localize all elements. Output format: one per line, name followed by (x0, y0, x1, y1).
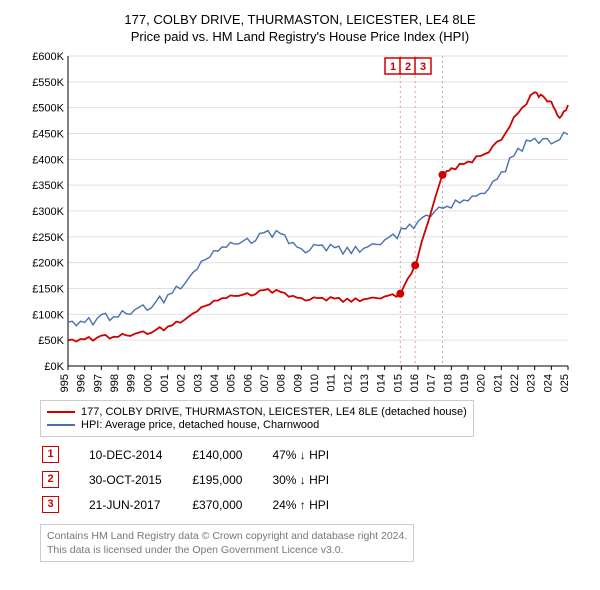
legend-row-1: HPI: Average price, detached house, Char… (47, 419, 467, 431)
chart-container: 177, COLBY DRIVE, THURMASTON, LEICESTER,… (10, 12, 590, 562)
legend-label-0: 177, COLBY DRIVE, THURMASTON, LEICESTER,… (81, 406, 467, 418)
svg-text:£50K: £50K (38, 335, 64, 347)
legend-swatch-1 (47, 424, 75, 426)
svg-text:2014: 2014 (376, 374, 388, 392)
svg-text:2021: 2021 (492, 374, 504, 392)
svg-text:£350K: £350K (32, 180, 64, 192)
legend-row-0: 177, COLBY DRIVE, THURMASTON, LEICESTER,… (47, 406, 467, 418)
svg-text:2: 2 (405, 61, 411, 73)
chart-subtitle: Price paid vs. HM Land Registry's House … (10, 29, 590, 44)
marker-price-3: £370,000 (192, 493, 270, 516)
svg-text:£100K: £100K (32, 309, 64, 321)
svg-text:2007: 2007 (259, 374, 271, 392)
svg-text:2010: 2010 (309, 374, 321, 392)
svg-text:£0K: £0K (44, 361, 64, 373)
marker-table: 1 10-DEC-2014 £140,000 47% ↓ HPI 2 30-OC… (40, 441, 359, 518)
svg-text:£400K: £400K (32, 154, 64, 166)
marker-badge-2: 2 (42, 471, 59, 488)
svg-text:2024: 2024 (542, 374, 554, 392)
attribution-box: Contains HM Land Registry data © Crown c… (40, 524, 414, 562)
attribution-line2: This data is licensed under the Open Gov… (47, 543, 407, 557)
svg-text:2015: 2015 (392, 374, 404, 392)
svg-text:2004: 2004 (209, 374, 221, 392)
svg-text:2013: 2013 (359, 374, 371, 392)
table-row: 3 21-JUN-2017 £370,000 24% ↑ HPI (42, 493, 357, 516)
marker-delta-1: 47% ↓ HPI (272, 443, 357, 466)
svg-text:1: 1 (390, 61, 396, 73)
marker-badge-3: 3 (42, 496, 59, 513)
svg-text:2025: 2025 (559, 374, 571, 392)
svg-text:2011: 2011 (326, 374, 338, 392)
chart-title: 177, COLBY DRIVE, THURMASTON, LEICESTER,… (10, 12, 590, 27)
marker-date-3: 21-JUN-2017 (89, 493, 190, 516)
svg-text:2003: 2003 (192, 374, 204, 392)
svg-text:£450K: £450K (32, 129, 64, 141)
marker-date-1: 10-DEC-2014 (89, 443, 190, 466)
svg-text:2009: 2009 (292, 374, 304, 392)
marker-date-2: 30-OCT-2015 (89, 468, 190, 491)
svg-text:1997: 1997 (92, 374, 104, 392)
svg-text:2020: 2020 (476, 374, 488, 392)
svg-text:£300K: £300K (32, 206, 64, 218)
svg-text:2019: 2019 (459, 374, 471, 392)
svg-text:2002: 2002 (176, 374, 188, 392)
svg-text:£500K: £500K (32, 103, 64, 115)
svg-text:£150K: £150K (32, 284, 64, 296)
svg-text:£250K: £250K (32, 232, 64, 244)
svg-text:£550K: £550K (32, 77, 64, 89)
legend-box: 177, COLBY DRIVE, THURMASTON, LEICESTER,… (40, 400, 474, 437)
svg-text:2012: 2012 (342, 374, 354, 392)
marker-delta-2: 30% ↓ HPI (272, 468, 357, 491)
attribution-line1: Contains HM Land Registry data © Crown c… (47, 529, 407, 543)
chart-plot-area: £0K £50K £100K £150K £200K £250K £300K £350K £40… (20, 52, 580, 392)
svg-text:2016: 2016 (409, 374, 421, 392)
marker-badge-1: 1 (42, 446, 59, 463)
svg-text:£200K: £200K (32, 258, 64, 270)
table-row: 1 10-DEC-2014 £140,000 47% ↓ HPI (42, 443, 357, 466)
svg-text:1999: 1999 (126, 374, 138, 392)
marker-price-1: £140,000 (192, 443, 270, 466)
svg-text:2023: 2023 (526, 374, 538, 392)
svg-text:2008: 2008 (276, 374, 288, 392)
svg-text:£600K: £600K (32, 52, 64, 63)
marker-delta-3: 24% ↑ HPI (272, 493, 357, 516)
marker-price-2: £195,000 (192, 468, 270, 491)
svg-text:2005: 2005 (226, 374, 238, 392)
svg-text:2018: 2018 (442, 374, 454, 392)
svg-text:2001: 2001 (159, 374, 171, 392)
legend-label-1: HPI: Average price, detached house, Char… (81, 419, 319, 431)
svg-text:2006: 2006 (242, 374, 254, 392)
legend-swatch-0 (47, 411, 75, 413)
svg-text:3: 3 (420, 61, 426, 73)
svg-text:1995: 1995 (59, 374, 71, 392)
chart-svg: £0K £50K £100K £150K £200K £250K £300K £350K £40… (20, 52, 580, 392)
table-row: 2 30-OCT-2015 £195,000 30% ↓ HPI (42, 468, 357, 491)
svg-text:1998: 1998 (109, 374, 121, 392)
svg-text:2017: 2017 (426, 374, 438, 392)
svg-text:1996: 1996 (76, 374, 88, 392)
svg-text:2022: 2022 (509, 374, 521, 392)
svg-text:2000: 2000 (142, 374, 154, 392)
